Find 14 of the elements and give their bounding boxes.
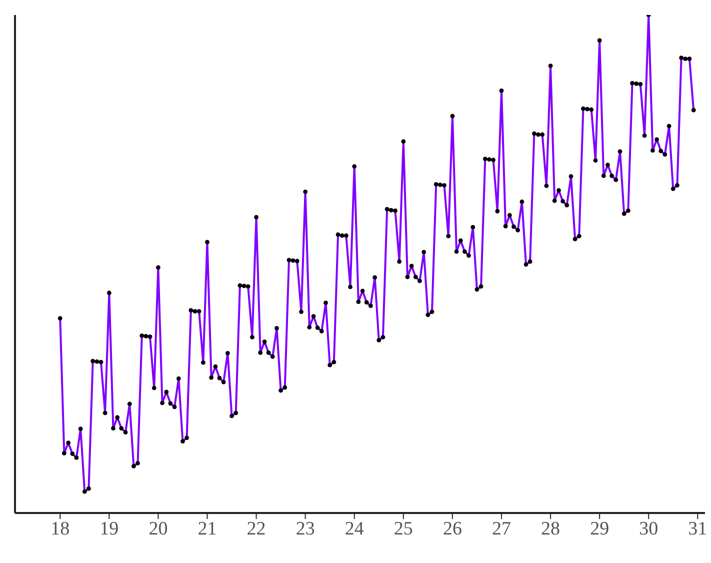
x-tick-label: 18 <box>50 518 70 540</box>
x-tick-label: 19 <box>100 518 119 540</box>
x-tick-label: 29 <box>590 518 610 540</box>
x-tick-label: 23 <box>296 518 315 540</box>
x-tick-label: 20 <box>148 518 168 540</box>
x-tick-label: 27 <box>492 518 511 540</box>
x-tick-label: 21 <box>198 518 217 540</box>
x-tick-label: 24 <box>344 518 364 540</box>
x-tick-label: 31 <box>688 518 708 540</box>
x-tick-label: 25 <box>394 518 413 540</box>
x-tick-label: 30 <box>639 518 658 540</box>
x-tick-label: 22 <box>246 518 266 540</box>
x-tick-label: 28 <box>541 518 560 540</box>
x-tick-label: 26 <box>442 518 462 540</box>
